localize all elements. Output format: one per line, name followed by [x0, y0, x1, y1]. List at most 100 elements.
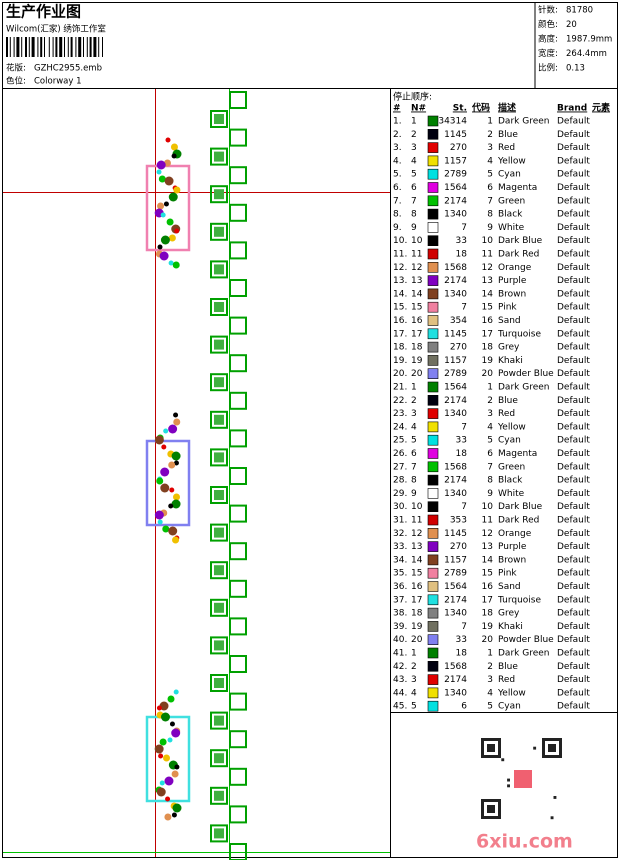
motif-stitch [169, 487, 175, 493]
border-tile [210, 486, 228, 504]
cell-brand: Default [557, 196, 590, 206]
qr-finder-core [548, 744, 556, 752]
border-tile-inner [214, 790, 224, 801]
bar-stripe [44, 37, 45, 57]
cell-st: 6 [461, 702, 467, 712]
cell-brand: Default [557, 688, 590, 698]
info-label: 高度: [538, 34, 558, 45]
cell-st: 7 [461, 502, 467, 512]
cell-desc: Sand [498, 316, 521, 326]
cell-code: 2 [487, 130, 493, 140]
cell-code: 3 [487, 675, 493, 685]
border-square [229, 617, 247, 636]
cell-brand: Default [557, 449, 590, 459]
cell-n: 20 [411, 369, 423, 379]
cell-code: 9 [487, 489, 493, 499]
color-swatch [427, 448, 439, 459]
cell-no: 2. [393, 130, 402, 140]
cell-st: 7 [461, 622, 467, 632]
motif-stitch [173, 412, 179, 418]
cell-brand: Default [557, 595, 590, 605]
cell-n: 2 [411, 396, 417, 406]
cell-no: 32. [393, 529, 407, 539]
color-swatch [427, 288, 439, 300]
cell-brand: Default [557, 303, 590, 313]
cell-brand: Default [557, 143, 590, 153]
cell-code: 10 [482, 502, 494, 512]
cell-code: 14 [482, 289, 494, 299]
cell-no: 44. [393, 688, 407, 698]
bar-stripe [28, 37, 30, 57]
border-square [229, 767, 247, 786]
cell-st: 18 [456, 250, 468, 260]
cell-st: 1340 [444, 609, 467, 619]
motif-stitch [161, 444, 167, 450]
border-square [229, 805, 247, 824]
cell-code: 8 [487, 210, 493, 220]
cell-st: 1157 [444, 555, 467, 565]
cell-desc: Dark Green [498, 649, 549, 659]
cell-no: 12. [393, 263, 407, 273]
cell-desc: Purple [498, 276, 527, 286]
cell-desc: Black [498, 476, 523, 486]
motif-stitch [158, 753, 164, 759]
cell-no: 4. [393, 156, 402, 166]
cell-desc: Dark Green [498, 117, 549, 127]
color-swatch [427, 208, 439, 220]
border-tile [210, 636, 228, 655]
cell-no: 34. [393, 555, 407, 565]
motif-stitch [157, 519, 163, 525]
motif-stitch [154, 744, 164, 754]
qr-cell [550, 816, 554, 820]
motif-stitch [168, 234, 176, 242]
cell-n: 6 [411, 183, 417, 193]
border-tile-inner [214, 114, 224, 124]
border-tile [210, 335, 228, 354]
border-tile-inner [214, 678, 224, 688]
border-tile-inner [214, 226, 224, 237]
cell-n: 11 [411, 516, 422, 526]
motif-stitch [167, 737, 173, 743]
cell-desc: Magenta [498, 183, 537, 193]
motif-stitch [173, 186, 181, 194]
color-swatch [427, 514, 439, 526]
cell-code: 1 [487, 649, 493, 659]
motif-stitch [154, 435, 164, 445]
cell-n: 14 [411, 289, 423, 299]
cell-brand: Default [557, 422, 590, 432]
cell-st: 270 [450, 143, 467, 153]
cell-desc: Brown [498, 555, 526, 565]
color-swatch [427, 142, 439, 153]
bar-stripe [6, 37, 8, 57]
cell-n: 10 [411, 236, 423, 246]
cell-desc: Blue [498, 130, 518, 140]
colorway-label: 色位: [6, 76, 26, 87]
cell-st: 1340 [444, 489, 467, 499]
cell-brand: Default [557, 250, 590, 260]
cell-brand: Default [557, 316, 590, 326]
cell-n: 15 [411, 303, 422, 313]
bar-stripe [98, 37, 100, 57]
cell-no: 22. [393, 396, 407, 406]
bar-stripe [59, 37, 63, 57]
cell-desc: Yellow [497, 156, 526, 166]
cell-st: 1145 [444, 529, 467, 539]
motif-stitch [168, 424, 178, 434]
column-header: 描述 [498, 102, 516, 114]
qr-cell [533, 746, 537, 750]
motif-stitch [167, 695, 175, 703]
color-swatch [427, 275, 439, 286]
cell-n: 6 [411, 449, 417, 459]
cell-st: 1568 [444, 662, 467, 672]
border-tile [210, 674, 228, 692]
cell-no: 15. [393, 303, 407, 313]
border-square [229, 655, 247, 673]
cell-no: 17. [393, 329, 407, 339]
cell-code: 17 [482, 329, 493, 339]
motif-stitch [156, 787, 166, 797]
cell-n: 1 [411, 117, 417, 127]
cell-brand: Default [557, 436, 590, 446]
cell-n: 3 [411, 675, 417, 685]
color-swatch [427, 660, 439, 672]
cell-desc: Dark Red [498, 250, 539, 260]
